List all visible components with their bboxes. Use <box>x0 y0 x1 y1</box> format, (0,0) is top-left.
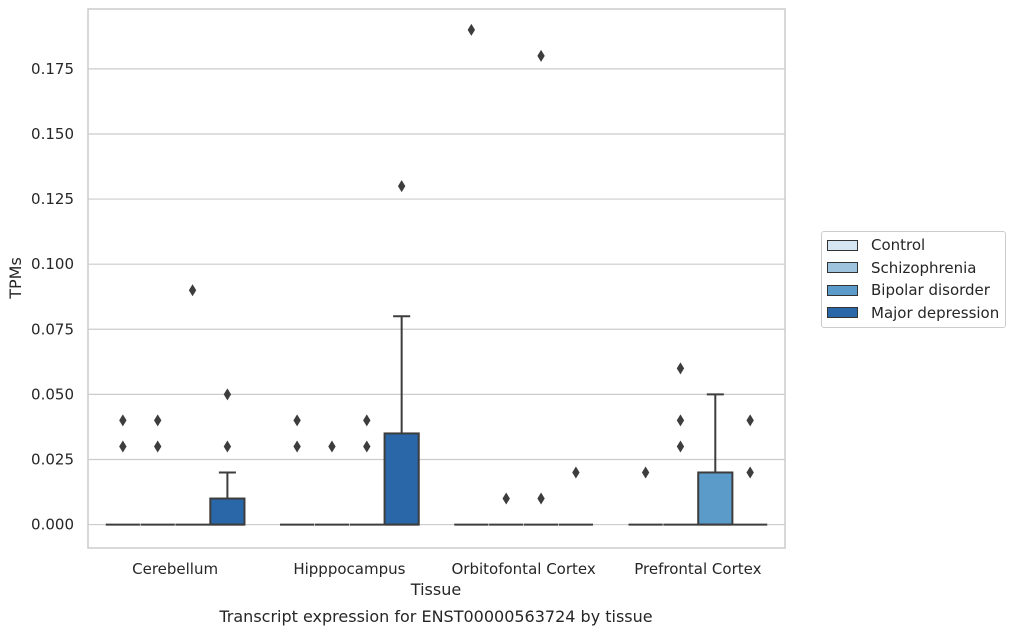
chart-title: Transcript expression for ENST0000056372… <box>218 607 652 626</box>
outlier-point <box>746 414 754 427</box>
outlier-point <box>328 440 336 453</box>
box-major-depression <box>209 388 246 526</box>
box-control <box>454 23 489 526</box>
x-tick-label: Prefrontal Cortex <box>634 560 761 578</box>
box-schizophrenia <box>489 492 524 526</box>
legend-swatch <box>827 262 858 274</box>
legend-swatch <box>827 284 858 296</box>
legend-swatch <box>827 239 858 251</box>
legend-item: Bipolar disorder <box>822 279 1005 302</box>
outlier-point <box>188 284 197 297</box>
legend: Control Schizophrenia Bipolar disorder Majo… <box>821 231 1006 328</box>
outlier-point <box>572 466 580 479</box>
y-tick-label: 0.125 <box>31 190 74 208</box>
outlier-point <box>676 362 685 375</box>
box-control <box>105 414 140 526</box>
outlier-point <box>467 23 476 36</box>
y-tick-label: 0.100 <box>31 255 74 273</box>
y-axis-label: TPMs <box>6 257 25 300</box>
box-body <box>383 432 420 526</box>
box-bipolar-disorder <box>523 49 559 526</box>
outlier-point <box>154 440 162 453</box>
y-tick-label: 0.025 <box>31 450 74 468</box>
outlier-point <box>223 440 232 453</box>
box-control <box>628 466 663 526</box>
legend-label: Bipolar disorder <box>871 281 990 300</box>
x-tick-label: Cerebellum <box>132 560 218 578</box>
outlier-point <box>363 440 371 453</box>
y-tick-label: 0.050 <box>31 385 74 403</box>
x-axis-ticks: Cerebellum Hipppocampus Orbitofontal Corte… <box>132 560 761 578</box>
outlier-point <box>641 466 650 479</box>
box-schizophrenia <box>140 414 175 526</box>
outlier-point <box>119 440 127 453</box>
y-axis-ticks: 0.000 0.025 0.050 0.075 0.100 0.125 0.150 0.175 <box>31 60 74 534</box>
box-major-depression <box>733 414 768 526</box>
outlier-point <box>746 466 754 479</box>
box-major-depression <box>558 466 593 526</box>
outlier-point <box>119 414 127 427</box>
x-tick-label: Hipppocampus <box>293 560 405 578</box>
y-tick-label: 0.000 <box>31 516 74 534</box>
outlier-point <box>676 414 685 427</box>
outlier-point <box>293 414 301 427</box>
legend-item: Control <box>822 234 1005 257</box>
y-tick-label: 0.175 <box>31 60 74 78</box>
plot-area <box>87 8 786 549</box>
outlier-point <box>676 440 685 453</box>
outlier-point <box>293 440 301 453</box>
box-body <box>209 497 246 526</box>
box-bipolar-disorder <box>349 414 384 526</box>
outlier-point <box>397 180 406 193</box>
y-tick-label: 0.075 <box>31 320 74 338</box>
outlier-point <box>223 388 232 401</box>
y-tick-label: 0.150 <box>31 125 74 143</box>
legend-item: Major depression <box>822 302 1005 325</box>
legend-label: Control <box>871 236 926 255</box>
x-axis-label: Tissue <box>410 580 461 599</box>
x-tick-label: Orbitofontal Cortex <box>452 560 596 578</box>
box-schizophrenia <box>663 362 698 526</box>
legend-label: Schizophrenia <box>871 258 977 277</box>
box-bipolar-disorder <box>175 284 210 526</box>
legend-item: Schizophrenia <box>822 257 1005 280</box>
outlier-point <box>502 492 510 505</box>
box-major-depression <box>383 180 420 526</box>
box-body <box>697 471 734 526</box>
box-series <box>105 23 768 526</box>
box-bipolar-disorder <box>697 393 734 526</box>
legend-label: Major depression <box>871 303 1000 322</box>
grid-lines <box>88 68 785 526</box>
legend-swatch <box>827 307 858 319</box>
box-control <box>280 414 315 526</box>
outlier-point <box>537 492 545 505</box>
outlier-point <box>154 414 162 427</box>
outlier-point <box>537 49 545 62</box>
outlier-point <box>363 414 371 427</box>
box-schizophrenia <box>314 440 350 526</box>
